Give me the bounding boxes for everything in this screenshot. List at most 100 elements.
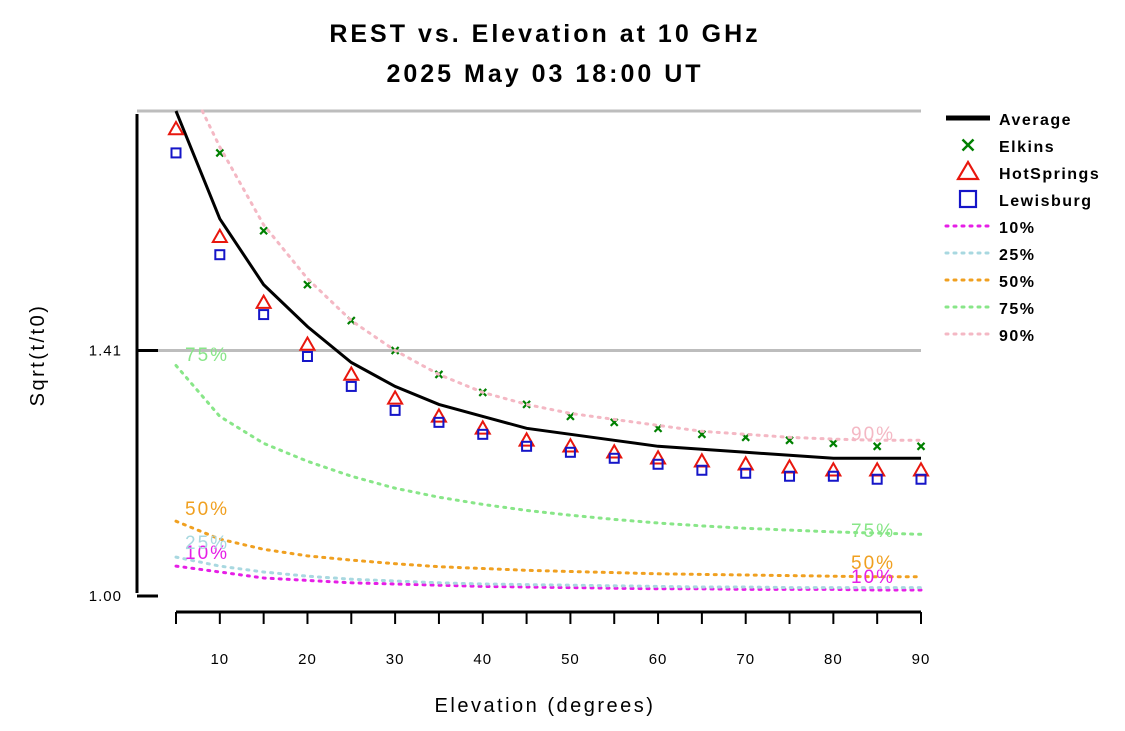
marker-stroke bbox=[916, 442, 926, 451]
pct-label-start: 25% bbox=[185, 533, 229, 554]
point-elkins bbox=[916, 442, 926, 451]
legend-swatch bbox=[956, 159, 980, 181]
point-hotsprings bbox=[649, 449, 667, 465]
line-90pct bbox=[200, 109, 923, 442]
marker-stroke bbox=[566, 412, 575, 421]
legend-label: 10% bbox=[999, 220, 1036, 237]
legend-label: 25% bbox=[999, 247, 1036, 264]
x-tick-label: 50 bbox=[561, 651, 580, 668]
x-tick-label: 90 bbox=[912, 651, 931, 668]
series-90pct bbox=[200, 109, 923, 442]
line-average bbox=[174, 110, 921, 460]
point-lewisburg bbox=[608, 452, 620, 464]
reference-lines bbox=[137, 109, 921, 353]
legend: Average Elkins HotSprings Lewisburg 10% 25% 50… bbox=[944, 112, 1100, 345]
point-lewisburg bbox=[652, 458, 664, 470]
legend-label: HotSprings bbox=[999, 166, 1100, 183]
x-tick-label: 80 bbox=[824, 651, 843, 668]
point-hotsprings bbox=[386, 389, 404, 405]
point-hotsprings bbox=[342, 365, 361, 381]
point-hotsprings bbox=[167, 119, 185, 136]
legend-item-hotsprings: HotSprings bbox=[956, 159, 1100, 183]
point-hotsprings bbox=[474, 419, 492, 435]
y-tick-label: 1.00 bbox=[89, 588, 122, 605]
pct-label-start: 10% bbox=[185, 543, 229, 564]
series-hotsprings bbox=[167, 119, 930, 477]
chart-title: REST vs. Elevation at 10 GHz bbox=[329, 20, 760, 48]
x-tick-label: 40 bbox=[473, 651, 492, 668]
percentile-labels: 10%10%25%50%50%75%75%90% bbox=[185, 345, 895, 588]
point-lewisburg bbox=[564, 446, 576, 458]
x-tick-label: 10 bbox=[210, 651, 229, 668]
y-axis-label: Sqrt(t/t0) bbox=[27, 304, 49, 407]
legend-swatch bbox=[958, 189, 978, 209]
legend-item-90pct: 90% bbox=[944, 328, 1036, 345]
x-tick-label: 30 bbox=[386, 651, 405, 668]
legend-item-lewisburg: Lewisburg bbox=[958, 189, 1093, 210]
point-lewisburg bbox=[521, 440, 533, 452]
pct-label-start: 50% bbox=[185, 499, 229, 520]
marker-stroke bbox=[259, 226, 268, 236]
point-hotsprings bbox=[868, 461, 886, 477]
point-hotsprings bbox=[298, 335, 317, 351]
pct-label-end: 75% bbox=[851, 521, 895, 542]
point-lewisburg bbox=[433, 416, 445, 428]
chart-subtitle: 2025 May 03 18:00 UT bbox=[386, 60, 703, 88]
y-tick-label: 1.41 bbox=[89, 343, 122, 360]
legend-item-75pct: 75% bbox=[944, 301, 1034, 318]
point-lewisburg bbox=[871, 473, 883, 485]
legend-item-elkins: Elkins bbox=[961, 138, 1055, 156]
point-elkins bbox=[872, 442, 882, 451]
line-50pct bbox=[174, 519, 923, 579]
x-tick-label: 70 bbox=[736, 651, 755, 668]
pct-label-end: 50% bbox=[851, 553, 895, 574]
series-50pct bbox=[174, 519, 923, 579]
legend-label: Lewisburg bbox=[999, 193, 1093, 210]
point-hotsprings bbox=[693, 452, 711, 468]
legend-item-50pct: 50% bbox=[944, 274, 1034, 291]
point-elkins bbox=[829, 439, 838, 448]
point-hotsprings bbox=[430, 407, 448, 423]
point-hotsprings bbox=[912, 461, 930, 477]
series-75pct bbox=[174, 364, 923, 536]
axes: 1.00 1.41 10 20 30 40 50 60 70 80 90 bbox=[89, 114, 931, 668]
point-lewisburg bbox=[170, 147, 182, 159]
point-lewisburg bbox=[915, 473, 927, 485]
series-25pct bbox=[174, 555, 923, 590]
marker-stroke bbox=[872, 442, 882, 451]
point-elkins bbox=[215, 148, 225, 158]
legend-item-average: Average bbox=[946, 112, 1072, 129]
x-axis-label: Elevation (degrees) bbox=[435, 695, 656, 717]
point-lewisburg bbox=[301, 350, 313, 362]
pct-label-start: 75% bbox=[185, 345, 229, 366]
point-lewisburg bbox=[258, 309, 270, 321]
point-hotsprings bbox=[824, 461, 843, 477]
point-hotsprings bbox=[561, 437, 580, 453]
line-25pct bbox=[174, 555, 923, 590]
point-lewisburg bbox=[389, 404, 401, 416]
point-hotsprings bbox=[780, 458, 799, 474]
marker-stroke bbox=[961, 138, 975, 152]
point-lewisburg bbox=[345, 380, 357, 392]
pct-label-end: 90% bbox=[851, 424, 895, 445]
series-layer bbox=[167, 109, 930, 592]
point-lewisburg bbox=[214, 249, 226, 261]
point-lewisburg bbox=[740, 467, 752, 479]
legend-label: 90% bbox=[999, 328, 1036, 345]
point-elkins bbox=[259, 226, 268, 236]
point-hotsprings bbox=[211, 227, 229, 243]
point-lewisburg bbox=[784, 470, 796, 482]
series-elkins bbox=[215, 148, 926, 451]
legend-item-10pct: 10% bbox=[944, 220, 1036, 237]
point-hotsprings bbox=[736, 455, 755, 471]
point-lewisburg bbox=[477, 428, 489, 440]
point-lewisburg bbox=[827, 470, 839, 482]
point-hotsprings bbox=[254, 293, 273, 309]
line-75pct bbox=[174, 364, 923, 536]
legend-label: Elkins bbox=[999, 139, 1055, 156]
legend-swatch bbox=[961, 138, 975, 152]
legend-label: Average bbox=[999, 112, 1072, 129]
series-lewisburg bbox=[170, 147, 927, 485]
point-lewisburg bbox=[696, 464, 708, 476]
